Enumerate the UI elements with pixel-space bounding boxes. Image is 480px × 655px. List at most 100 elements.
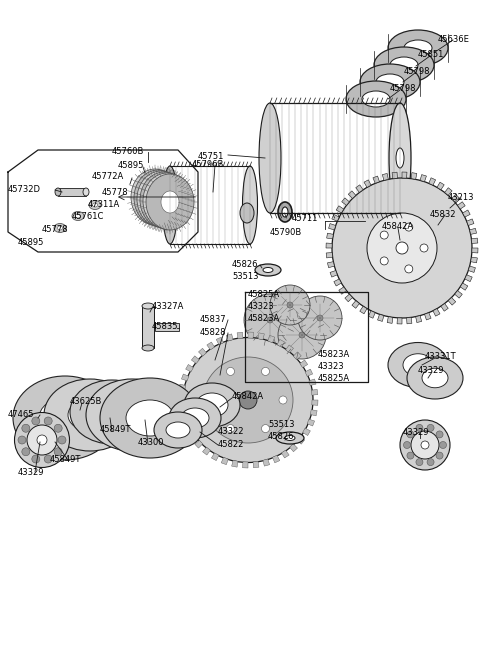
Ellipse shape	[239, 391, 257, 409]
Text: 45778: 45778	[42, 225, 69, 234]
Polygon shape	[300, 360, 308, 367]
Polygon shape	[207, 342, 215, 350]
Polygon shape	[286, 345, 293, 353]
Ellipse shape	[143, 173, 191, 229]
Text: 43322: 43322	[218, 427, 244, 436]
Ellipse shape	[362, 91, 390, 107]
Text: 45823A: 45823A	[318, 350, 350, 359]
Ellipse shape	[374, 47, 434, 83]
Polygon shape	[248, 332, 253, 338]
Polygon shape	[424, 312, 431, 320]
Ellipse shape	[396, 148, 404, 168]
Polygon shape	[416, 316, 421, 322]
Text: 43329: 43329	[418, 366, 444, 375]
Ellipse shape	[360, 64, 420, 100]
Polygon shape	[460, 283, 468, 290]
Bar	[142, 306, 154, 348]
Bar	[173, 392, 185, 408]
Ellipse shape	[242, 166, 257, 244]
Text: 45851: 45851	[418, 50, 444, 59]
Ellipse shape	[44, 417, 52, 425]
Text: 45895: 45895	[18, 238, 44, 247]
Ellipse shape	[405, 223, 413, 231]
Text: 45790B: 45790B	[270, 228, 302, 237]
Ellipse shape	[262, 367, 269, 375]
Polygon shape	[342, 198, 349, 206]
Text: 45796B: 45796B	[192, 160, 224, 169]
Polygon shape	[188, 432, 196, 440]
Polygon shape	[178, 405, 185, 411]
Ellipse shape	[27, 425, 57, 455]
Ellipse shape	[278, 202, 292, 222]
Ellipse shape	[181, 408, 209, 428]
Text: 45772A: 45772A	[92, 172, 124, 181]
Ellipse shape	[332, 178, 472, 318]
Text: 45895: 45895	[118, 161, 144, 170]
Ellipse shape	[282, 207, 288, 217]
Polygon shape	[216, 337, 224, 345]
Text: 45826: 45826	[268, 432, 295, 441]
Text: 43300: 43300	[138, 438, 165, 447]
Ellipse shape	[54, 223, 66, 233]
Ellipse shape	[380, 257, 388, 265]
Polygon shape	[258, 333, 264, 340]
Ellipse shape	[209, 396, 217, 404]
Ellipse shape	[163, 166, 178, 244]
Ellipse shape	[86, 379, 178, 451]
Polygon shape	[352, 301, 360, 309]
Polygon shape	[457, 202, 465, 209]
Ellipse shape	[407, 431, 414, 438]
Polygon shape	[392, 172, 397, 179]
Polygon shape	[268, 335, 275, 343]
Ellipse shape	[55, 188, 61, 196]
Ellipse shape	[440, 441, 446, 449]
Ellipse shape	[93, 203, 97, 207]
Polygon shape	[289, 444, 298, 452]
Polygon shape	[326, 243, 332, 248]
Polygon shape	[203, 447, 210, 455]
Polygon shape	[307, 419, 314, 426]
Ellipse shape	[407, 452, 414, 459]
Ellipse shape	[39, 398, 91, 438]
Bar	[58, 188, 86, 196]
Text: 45798: 45798	[404, 67, 431, 76]
Ellipse shape	[18, 436, 26, 444]
Ellipse shape	[436, 431, 443, 438]
Ellipse shape	[403, 354, 433, 376]
Text: 43625B: 43625B	[70, 397, 102, 406]
Polygon shape	[448, 297, 456, 305]
Ellipse shape	[285, 436, 295, 441]
Ellipse shape	[152, 188, 170, 210]
Ellipse shape	[227, 367, 235, 375]
Ellipse shape	[54, 448, 62, 456]
Polygon shape	[463, 210, 470, 217]
Text: 43327A: 43327A	[152, 302, 184, 311]
Text: 45760B: 45760B	[112, 147, 144, 156]
Polygon shape	[327, 261, 335, 268]
Text: 43329: 43329	[18, 468, 45, 477]
Ellipse shape	[388, 30, 448, 66]
Ellipse shape	[376, 74, 404, 90]
Ellipse shape	[389, 103, 411, 213]
Ellipse shape	[346, 81, 406, 117]
Polygon shape	[407, 318, 412, 324]
Ellipse shape	[58, 436, 66, 444]
Polygon shape	[334, 279, 341, 286]
Ellipse shape	[203, 357, 293, 443]
Polygon shape	[186, 364, 193, 372]
Ellipse shape	[405, 265, 413, 273]
Ellipse shape	[142, 345, 154, 351]
Text: 43213: 43213	[448, 193, 475, 202]
Text: 43323: 43323	[318, 362, 345, 371]
Ellipse shape	[158, 190, 176, 212]
Polygon shape	[360, 306, 367, 314]
Polygon shape	[297, 436, 305, 444]
Polygon shape	[397, 318, 402, 324]
Text: 45778: 45778	[102, 188, 129, 197]
Text: 45835: 45835	[152, 322, 179, 331]
Ellipse shape	[396, 242, 408, 254]
Text: 45732D: 45732D	[8, 185, 41, 194]
Text: 53513: 53513	[268, 420, 295, 429]
Ellipse shape	[166, 422, 190, 438]
Polygon shape	[302, 428, 311, 436]
